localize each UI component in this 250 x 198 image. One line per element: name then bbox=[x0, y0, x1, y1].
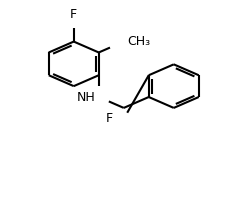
Text: NH: NH bbox=[77, 90, 96, 104]
Text: F: F bbox=[106, 112, 113, 125]
Text: F: F bbox=[70, 8, 77, 21]
Text: CH₃: CH₃ bbox=[127, 35, 150, 48]
